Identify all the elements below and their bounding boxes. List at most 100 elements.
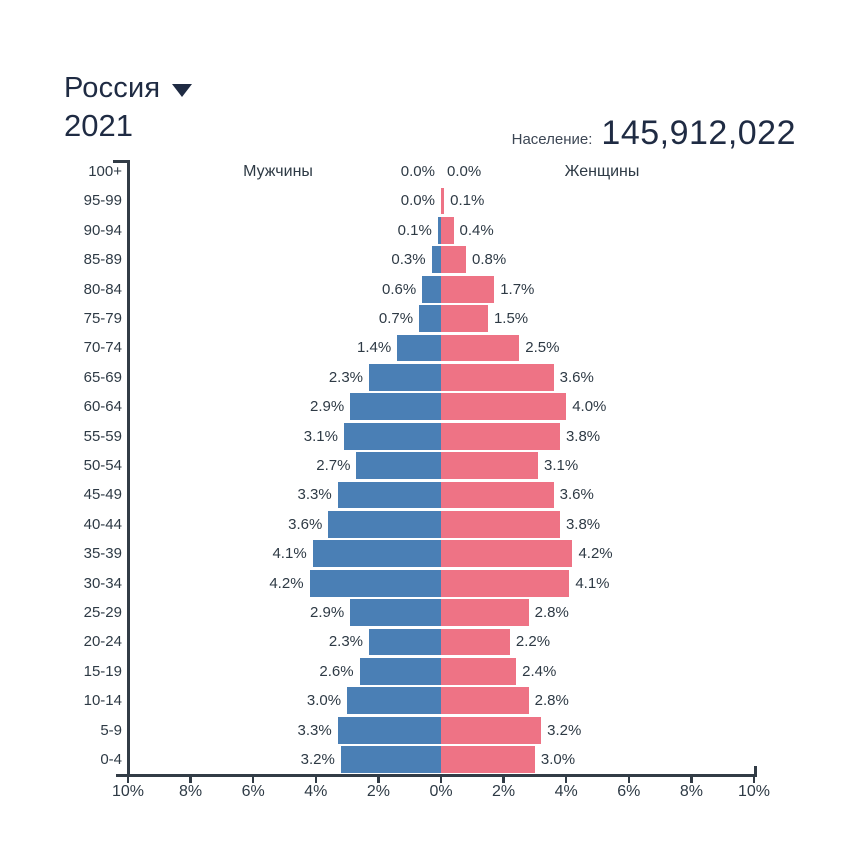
x-axis-tick: [251, 777, 255, 783]
female-bar[interactable]: [441, 687, 529, 715]
x-axis-tick: [439, 777, 443, 783]
male-bar[interactable]: [350, 393, 441, 421]
pyramid-row: 10-14 3.0% 2.8%: [0, 686, 860, 715]
male-bar[interactable]: [369, 363, 441, 391]
male-bar[interactable]: [347, 687, 441, 715]
female-bar[interactable]: [441, 334, 520, 362]
female-value-label: 2.8%: [534, 692, 569, 710]
female-value-label: 3.1%: [544, 457, 579, 474]
age-group-label: 0-4: [100, 751, 122, 768]
male-value-label: 2.3%: [328, 368, 364, 386]
female-value-label: 1.5%: [493, 310, 529, 327]
age-group-label: 70-74: [83, 339, 122, 357]
male-bar[interactable]: [359, 657, 441, 685]
female-bar[interactable]: [441, 275, 495, 303]
pyramid-row: 100+ 0.0% 0.0%: [0, 157, 860, 186]
male-bar[interactable]: [312, 540, 441, 568]
female-value-label: 4.0%: [572, 398, 607, 416]
male-value-label: 3.2%: [300, 751, 335, 768]
x-axis-tick: [564, 777, 568, 783]
pyramid-row: 20-24 2.3% 2.2%: [0, 627, 860, 656]
male-value-label: 0.1%: [397, 221, 432, 239]
pyramid-row: 30-34 4.2% 4.1%: [0, 569, 860, 598]
female-bar[interactable]: [441, 422, 560, 450]
male-bar[interactable]: [328, 510, 441, 538]
pyramid-row: 5-9 3.3% 3.2%: [0, 716, 860, 745]
male-bar[interactable]: [337, 716, 441, 744]
female-bar[interactable]: [441, 510, 560, 538]
x-axis-tick-label: 2%: [492, 783, 516, 800]
male-bar[interactable]: [431, 246, 441, 274]
male-bar[interactable]: [369, 628, 441, 656]
y-axis-top-cap: [113, 160, 129, 163]
x-axis-tick-label: 8%: [179, 783, 203, 800]
x-axis-tick: [377, 777, 380, 783]
pyramid-row: 90-94 0.1% 0.4%: [0, 216, 860, 245]
female-bar[interactable]: [441, 569, 570, 597]
female-bar[interactable]: [441, 599, 529, 626]
male-value-label: 3.3%: [297, 486, 332, 504]
pyramid-row: 85-89 0.3% 0.8%: [0, 245, 860, 274]
female-value-label: 3.2%: [547, 721, 582, 739]
female-bar[interactable]: [441, 452, 539, 479]
female-bar[interactable]: [441, 363, 554, 391]
x-axis-tick-label: 10%: [737, 783, 771, 800]
legend-male-label: Мужчины: [243, 163, 313, 180]
pyramid-row: 75-79 0.7% 1.5%: [0, 304, 860, 333]
x-axis-tick: [627, 777, 631, 783]
male-bar[interactable]: [340, 746, 441, 773]
country-name: Россия: [64, 72, 161, 104]
female-bar[interactable]: [441, 657, 517, 685]
female-bar[interactable]: [441, 540, 573, 568]
male-value-label: 0.0%: [400, 192, 435, 210]
age-group-label: 50-54: [83, 457, 122, 474]
female-bar[interactable]: [441, 305, 488, 332]
female-value-label: 0.0%: [447, 163, 482, 180]
pyramid-row: 80-84 0.6% 1.7%: [0, 275, 860, 304]
age-group-label: 15-19: [83, 662, 122, 680]
female-bar[interactable]: [441, 187, 445, 215]
male-bar[interactable]: [343, 422, 441, 450]
age-group-label: 25-29: [83, 604, 122, 621]
male-bar[interactable]: [350, 599, 441, 626]
male-value-label: 3.3%: [297, 721, 332, 739]
pyramid-row: 70-74 1.4% 2.5%: [0, 333, 860, 362]
female-bar[interactable]: [441, 393, 567, 421]
female-value-label: 0.8%: [472, 251, 507, 269]
male-value-label: 0.0%: [400, 163, 435, 180]
female-value-label: 3.8%: [565, 427, 601, 445]
female-bar[interactable]: [441, 716, 542, 744]
female-bar[interactable]: [441, 216, 454, 244]
x-axis-tick: [690, 777, 693, 783]
age-group-label: 55-59: [83, 427, 122, 445]
x-axis-tick-label: 8%: [679, 783, 703, 800]
male-bar[interactable]: [422, 275, 441, 303]
pyramid-row: 55-59 3.1% 3.8%: [0, 422, 860, 451]
female-bar[interactable]: [441, 246, 467, 274]
y-axis-line: [127, 160, 130, 775]
male-bar[interactable]: [337, 481, 441, 509]
country-selector[interactable]: Россия: [64, 72, 193, 105]
male-bar[interactable]: [309, 569, 441, 597]
female-value-label: 2.8%: [534, 604, 569, 621]
male-value-label: 2.9%: [310, 398, 345, 416]
male-bar[interactable]: [356, 452, 441, 479]
male-bar[interactable]: [397, 334, 441, 362]
male-bar[interactable]: [437, 216, 441, 244]
female-bar[interactable]: [441, 628, 510, 656]
x-axis-tick-label: 4%: [554, 783, 578, 800]
age-group-label: 100+: [88, 163, 122, 180]
x-axis-end-cap: [754, 766, 757, 774]
male-value-label: 2.7%: [316, 457, 351, 474]
female-bar[interactable]: [441, 746, 535, 773]
female-value-label: 3.6%: [559, 368, 594, 386]
legend-female-label: Женщины: [564, 163, 640, 180]
female-bar[interactable]: [441, 481, 554, 509]
male-bar[interactable]: [419, 305, 441, 332]
year-label: 2021: [64, 108, 133, 143]
pyramid-row: 45-49 3.3% 3.6%: [0, 480, 860, 509]
x-axis-tick-label: 2%: [366, 783, 390, 800]
age-group-label: 95-99: [83, 192, 122, 210]
pyramid-row: 35-39 4.1% 4.2%: [0, 539, 860, 568]
